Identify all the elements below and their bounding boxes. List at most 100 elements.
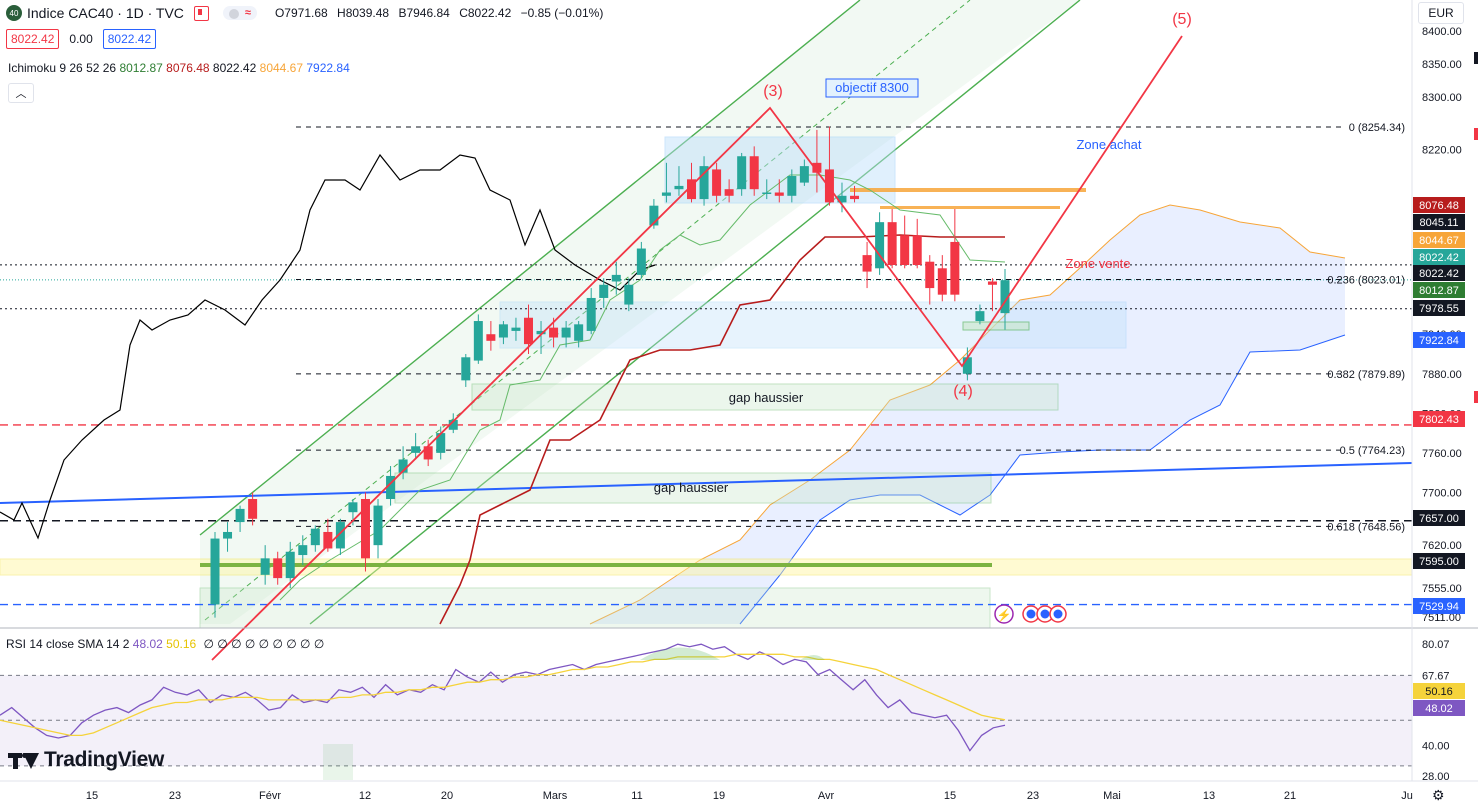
open-label: O (274, 6, 285, 20)
candle-body (687, 179, 697, 200)
wave-icon: ≈ (244, 7, 251, 19)
change-value: −0.85 (−0.01%) (520, 6, 604, 20)
candle-body (925, 261, 935, 289)
price-tag (1413, 553, 1465, 569)
price-tick-label: 8300.00 (1422, 92, 1462, 104)
price-tick-label: 8400.00 (1422, 26, 1462, 38)
candle-body (950, 241, 960, 295)
candle-body (774, 192, 784, 196)
candle-body (799, 166, 809, 183)
indicator-pill[interactable]: ≈ (222, 6, 257, 20)
symbol-title[interactable]: Indice CAC40 · 1D · TVC (27, 5, 184, 21)
rsi-value: 48.02 (132, 637, 163, 651)
candle-body (310, 528, 320, 546)
price-tick-label: 7880.00 (1422, 369, 1462, 381)
low-value: 7946.84 (406, 6, 450, 20)
rsi-legend[interactable]: RSI 14 close SMA 14 2 48.02 50.16 ∅ ∅ ∅ … (6, 637, 324, 651)
channel-upper (199, 0, 861, 536)
high-value: 8039.48 (345, 6, 390, 20)
close-value: 8022.42 (467, 6, 512, 20)
candle-body (448, 419, 458, 430)
candle-body (599, 284, 609, 298)
symbol-logo[interactable]: 40 (6, 5, 22, 21)
small-gap-box (962, 321, 1030, 331)
ohlc-readout: O7971.68 H8039.48 B7946.84 C8022.42 −0.8… (275, 6, 603, 20)
time-tick-label: Févr (259, 790, 281, 802)
ichimoku-v5: 7922.84 (306, 61, 350, 75)
candle-body (461, 357, 471, 381)
rsi-tag-label: 48.02 (1425, 703, 1453, 715)
wave-3-label: (3) (763, 83, 783, 100)
fib-label: 0.382 (7879.89) (1327, 369, 1405, 381)
candle-body (486, 334, 496, 341)
price-tag-label: 7978.55 (1419, 303, 1459, 315)
price-tag-label: 7595.00 (1419, 556, 1459, 568)
candle-body (850, 195, 860, 200)
price-tag-label: 7529.94 (1419, 601, 1459, 613)
ichimoku-v1: 8012.87 (119, 61, 163, 75)
time-tick-label: 19 (713, 790, 725, 802)
economic-event-dot (1040, 609, 1050, 619)
price-tick-label: 7760.00 (1422, 448, 1462, 460)
candle-body (210, 538, 220, 605)
ichimoku-legend[interactable]: Ichimoku 9 26 52 26 8012.87 8076.48 8022… (8, 61, 350, 75)
candle-body (373, 505, 383, 546)
tradingview-wordmark: TradingView (44, 748, 165, 771)
gear-icon[interactable]: ⚙ (1432, 787, 1445, 803)
candle-body (298, 545, 308, 556)
ichimoku-v3: 8022.42 (212, 61, 257, 75)
rsi-overbought-fill (800, 655, 825, 660)
economic-event-dot (1026, 609, 1036, 619)
candle-body (812, 162, 822, 173)
candle-body (937, 268, 947, 295)
zone-achat-label: Zone achat (1076, 137, 1141, 152)
symbol-header: 40 Indice CAC40 · 1D · TVC ≈ O7971.68 H8… (0, 0, 603, 26)
candle-body (737, 156, 747, 190)
gap-box-3 (199, 587, 991, 629)
lightning-glyph: ⚡ (997, 608, 1012, 622)
candle-body (360, 499, 370, 559)
rsi-line (0, 643, 1006, 752)
gap-box-1 (471, 383, 1059, 411)
candle-body (712, 169, 722, 196)
candle-body (824, 169, 834, 203)
tradingview-logo[interactable]: TradingView (8, 748, 164, 772)
collapse-legend-button[interactable]: ︿ (8, 83, 34, 103)
buy-button[interactable]: 8022.42 (102, 29, 157, 49)
price-tag (1413, 300, 1465, 316)
price-tag (1413, 197, 1465, 213)
candle-body (661, 192, 671, 196)
candle-body (611, 274, 621, 282)
candle-body (536, 330, 546, 335)
flag-icon[interactable] (193, 5, 209, 21)
candle-body (574, 324, 584, 341)
price-axis: 8400.008350.008300.008220.008140.008060.… (1411, 0, 1478, 783)
rsi-tag (1413, 683, 1465, 699)
resistance-1 (850, 188, 1086, 192)
candle-body (561, 327, 571, 338)
rsi-tag (1413, 700, 1465, 716)
circle-icon (228, 9, 239, 19)
candle-body (498, 324, 508, 338)
price-tag-label: 8076.48 (1419, 200, 1459, 212)
price-tick-label: 8220.00 (1422, 145, 1462, 157)
ichimoku-name: Ichimoku (8, 61, 57, 75)
gap-label-2: gap haussier (654, 480, 729, 495)
rsi-params: 14 close SMA 14 2 (29, 637, 130, 651)
currency-selector[interactable]: EUR (1418, 2, 1464, 24)
candle-body (975, 311, 985, 322)
low-label: B (398, 6, 407, 20)
time-tick-label: 21 (1284, 790, 1296, 802)
time-tick-label: 11 (631, 790, 642, 802)
time-tick-label: 15 (944, 790, 956, 802)
time-tick-label: 13 (1203, 790, 1215, 802)
candle-body (335, 522, 345, 549)
candle-body (875, 222, 885, 269)
candle-body (636, 248, 646, 275)
time-tick-label: 15 (86, 790, 98, 802)
sell-button[interactable]: 8022.42 (6, 29, 60, 49)
rsi-highlight (323, 744, 353, 780)
candle-body (762, 192, 772, 194)
fib-label: 0.236 (8023.01) (1327, 274, 1405, 286)
